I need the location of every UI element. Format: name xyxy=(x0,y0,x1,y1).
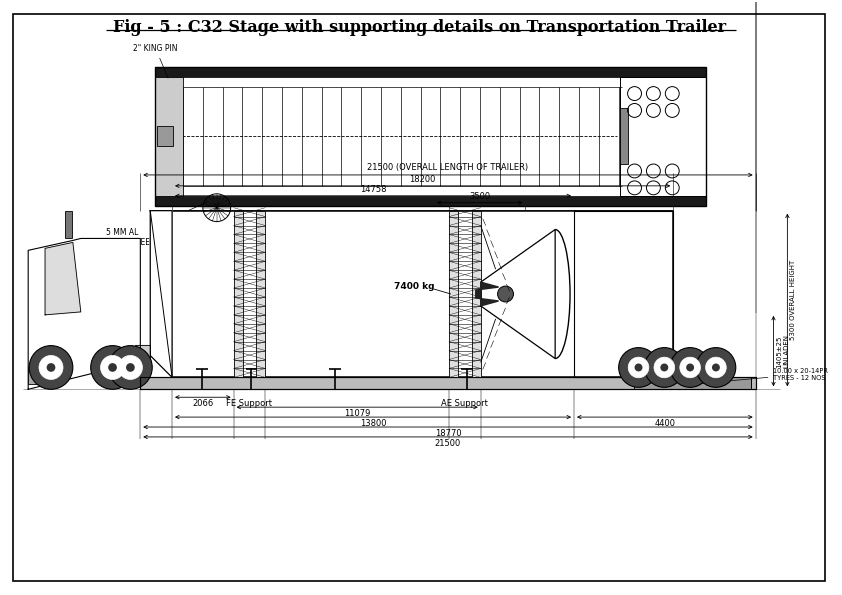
Text: 7400 kg: 7400 kg xyxy=(393,281,434,290)
Bar xyxy=(620,108,627,164)
Bar xyxy=(155,196,706,206)
Circle shape xyxy=(679,357,701,378)
Circle shape xyxy=(628,357,649,378)
Polygon shape xyxy=(28,239,141,389)
Text: 5 MM AL
CHEQ SHEET: 5 MM AL CHEQ SHEET xyxy=(105,202,207,247)
Polygon shape xyxy=(45,242,81,315)
Text: 21500 (OVERALL LENGTH OF TRAILER): 21500 (OVERALL LENGTH OF TRAILER) xyxy=(367,163,529,172)
Bar xyxy=(472,211,481,377)
Polygon shape xyxy=(476,282,498,306)
Circle shape xyxy=(660,364,669,371)
Text: 21500: 21500 xyxy=(434,439,461,448)
Bar xyxy=(233,211,242,377)
Text: 2" KING PIN: 2" KING PIN xyxy=(133,44,178,78)
Bar xyxy=(633,377,751,389)
Text: 2066: 2066 xyxy=(192,399,214,408)
Circle shape xyxy=(635,364,642,371)
Circle shape xyxy=(46,363,56,372)
Text: 4400: 4400 xyxy=(654,419,675,428)
Text: 5300 OVERALL HEIGHT: 5300 OVERALL HEIGHT xyxy=(791,260,797,340)
Text: Fig - 5 : C32 Stage with supporting details on Transportation Trailer: Fig - 5 : C32 Stage with supporting deta… xyxy=(113,19,726,36)
Text: 18200: 18200 xyxy=(409,175,436,184)
Text: AE Support: AE Support xyxy=(441,399,488,408)
Polygon shape xyxy=(136,345,150,362)
Bar xyxy=(28,367,46,384)
Circle shape xyxy=(109,346,152,389)
Circle shape xyxy=(670,347,710,387)
Circle shape xyxy=(498,286,514,302)
Circle shape xyxy=(686,364,694,371)
Text: FE Support: FE Support xyxy=(226,399,273,408)
Text: 11079: 11079 xyxy=(344,409,370,418)
Bar xyxy=(574,211,674,377)
Circle shape xyxy=(706,357,727,378)
Circle shape xyxy=(100,355,125,380)
Circle shape xyxy=(712,364,720,371)
Text: 18770: 18770 xyxy=(434,429,461,438)
Circle shape xyxy=(29,346,73,389)
Circle shape xyxy=(654,357,674,378)
Text: 10.00 x 20-14PR
TYRES - 12 NOS: 10.00 x 20-14PR TYRES - 12 NOS xyxy=(694,368,829,385)
Circle shape xyxy=(696,347,736,387)
Bar xyxy=(620,77,706,196)
Circle shape xyxy=(91,346,135,389)
Bar xyxy=(257,211,265,377)
Circle shape xyxy=(119,355,142,380)
Bar xyxy=(449,211,458,377)
Bar xyxy=(155,67,706,77)
Text: 1405±25
UNLADEN: 1405±25 UNLADEN xyxy=(776,334,790,368)
Text: 13800: 13800 xyxy=(360,419,386,428)
Bar xyxy=(172,211,674,377)
Polygon shape xyxy=(481,230,555,359)
Circle shape xyxy=(39,355,63,380)
Circle shape xyxy=(108,363,117,372)
Text: 14758: 14758 xyxy=(360,185,386,194)
Bar xyxy=(65,211,72,239)
Bar xyxy=(155,67,706,206)
Text: 3500: 3500 xyxy=(469,192,490,201)
Circle shape xyxy=(644,347,685,387)
Bar xyxy=(155,77,183,196)
Polygon shape xyxy=(150,211,172,377)
Bar xyxy=(141,377,755,389)
Bar xyxy=(141,377,755,389)
Bar xyxy=(157,126,173,146)
Circle shape xyxy=(126,363,135,372)
Circle shape xyxy=(619,347,658,387)
